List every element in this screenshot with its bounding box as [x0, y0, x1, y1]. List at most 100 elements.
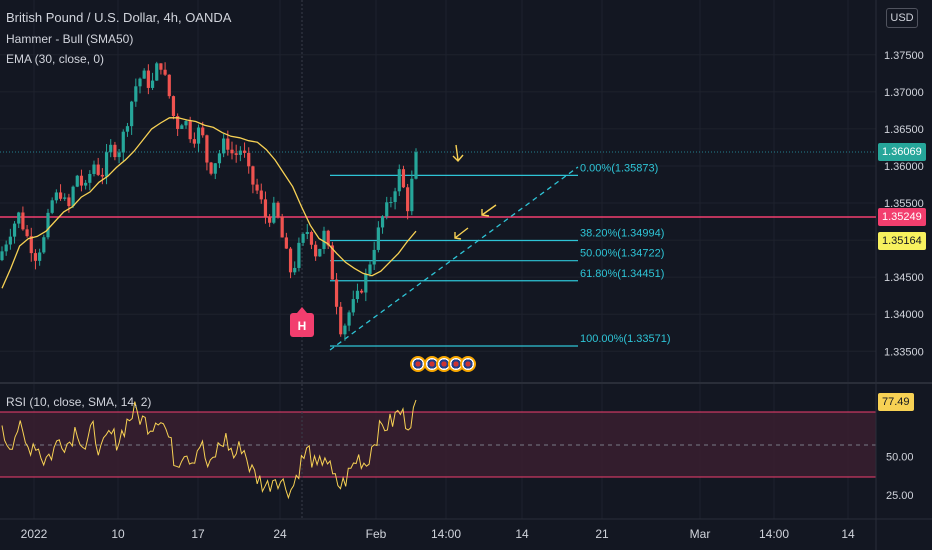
candle-up: [92, 164, 96, 174]
candle-down: [209, 162, 213, 174]
candle-up: [88, 173, 92, 183]
price-axis: 1.375001.370001.365001.360001.355001.350…: [884, 50, 924, 359]
candle-down: [339, 306, 343, 335]
hammer-marker[interactable]: H: [290, 307, 314, 337]
candle-up: [213, 163, 217, 174]
candle-down: [159, 63, 163, 70]
candle-up: [389, 202, 393, 204]
time-tick-label: 14:00: [759, 527, 789, 541]
candle-up: [12, 223, 17, 237]
candle-up: [347, 312, 351, 326]
indicator-ema[interactable]: EMA (30, close, 0): [6, 52, 105, 66]
time-tick-label: 21: [595, 527, 609, 541]
candle-up: [54, 192, 58, 201]
candle-up: [272, 202, 276, 223]
candles: [0, 61, 418, 341]
rsi-axis: 50.00 25.00: [886, 452, 914, 502]
candle-up: [238, 150, 242, 155]
candle-down: [29, 236, 33, 254]
time-axis: 2022 10 17 24 Feb 14:00 14 21 Mar 14:00 14: [21, 527, 855, 541]
candle-up: [75, 175, 79, 187]
last-price-badge: 1.36069: [878, 143, 926, 161]
candle-down: [268, 217, 272, 223]
candle-down: [100, 174, 104, 177]
price-tick-label: 1.34000: [884, 309, 924, 321]
chart-title: British Pound / U.S. Dollar, 4h, OANDA: [6, 10, 232, 25]
candle-up: [38, 252, 42, 261]
candle-up: [42, 237, 46, 253]
candle-down: [334, 279, 339, 307]
candle-up: [134, 86, 138, 102]
rsi-tick-label: 50.00: [886, 452, 914, 464]
candle-up: [222, 138, 226, 154]
candle-up: [17, 212, 21, 224]
candle-down: [314, 244, 318, 257]
time-tick-label: 14: [841, 527, 855, 541]
time-tick-label: 17: [191, 527, 205, 541]
candle-down: [280, 216, 284, 238]
candle-down: [226, 138, 230, 150]
ema-line: [1, 117, 417, 289]
candle-down: [309, 232, 314, 245]
candle-up: [343, 325, 347, 335]
candle-down: [163, 69, 167, 75]
candle-up: [410, 178, 414, 212]
candle-down: [33, 253, 38, 261]
candle-down: [188, 121, 192, 140]
fib-level-label: 38.20%(1.34994): [580, 228, 664, 240]
candle-down: [255, 184, 259, 191]
candle-up: [0, 251, 4, 261]
price-tick-label: 1.37500: [884, 50, 924, 62]
candle-up: [351, 299, 355, 313]
currency-selector[interactable]: USD: [886, 8, 918, 28]
candle-down: [276, 202, 280, 217]
candle-down: [146, 70, 150, 88]
candle-up: [184, 121, 188, 126]
price-tick-label: 1.37000: [884, 87, 924, 99]
candle-down: [234, 153, 238, 155]
price-tick-label: 1.33500: [884, 346, 924, 358]
event-flag-icon[interactable]: [460, 356, 476, 372]
candle-up: [109, 144, 113, 153]
left-arrow-icon-2: [454, 227, 469, 240]
candle-up: [364, 273, 368, 293]
candle-down: [242, 150, 247, 153]
fib-level-label: 50.00%(1.34722): [580, 248, 664, 260]
candle-down: [25, 229, 29, 237]
candle-up: [130, 101, 134, 127]
level-price-badge: 1.35249: [878, 208, 926, 226]
candle-down: [171, 96, 176, 117]
price-tick-label: 1.35500: [884, 198, 924, 210]
candle-up: [121, 131, 125, 153]
time-tick-label: 14:00: [431, 527, 461, 541]
candle-up: [293, 267, 297, 273]
time-tick-label: 14: [515, 527, 529, 541]
candle-down: [259, 190, 263, 200]
candle-down: [406, 187, 410, 212]
candle-down: [113, 144, 117, 158]
indicator-rsi[interactable]: RSI (10, close, SMA, 14, 2): [6, 395, 152, 409]
fib-trend-line: [329, 166, 579, 351]
candle-up: [50, 200, 54, 213]
fibonacci-retracement: 0.00%(1.35873) 38.20%(1.34994) 50.00%(1.34…: [330, 162, 671, 347]
candle-up: [414, 152, 418, 179]
candle-up: [393, 191, 397, 203]
price-tick-label: 1.36000: [884, 161, 924, 173]
time-tick-label: Mar: [690, 527, 711, 541]
candle-down: [167, 74, 171, 97]
rsi-line: [1, 399, 417, 500]
candle-up: [63, 197, 67, 199]
rsi-tick-label: 25.00: [886, 490, 914, 502]
candle-up: [318, 248, 322, 257]
candle-down: [330, 245, 334, 280]
candle-down: [96, 164, 100, 175]
candle-up: [104, 152, 109, 177]
indicator-hammer[interactable]: Hammer - Bull (SMA50): [6, 32, 134, 46]
candle-down: [284, 237, 288, 249]
candle-down: [360, 290, 364, 293]
candle-down: [230, 149, 234, 154]
candle-up: [142, 70, 146, 79]
fib-level-label: 100.00%(1.33571): [580, 333, 671, 345]
price-tick-label: 1.34500: [884, 272, 924, 284]
